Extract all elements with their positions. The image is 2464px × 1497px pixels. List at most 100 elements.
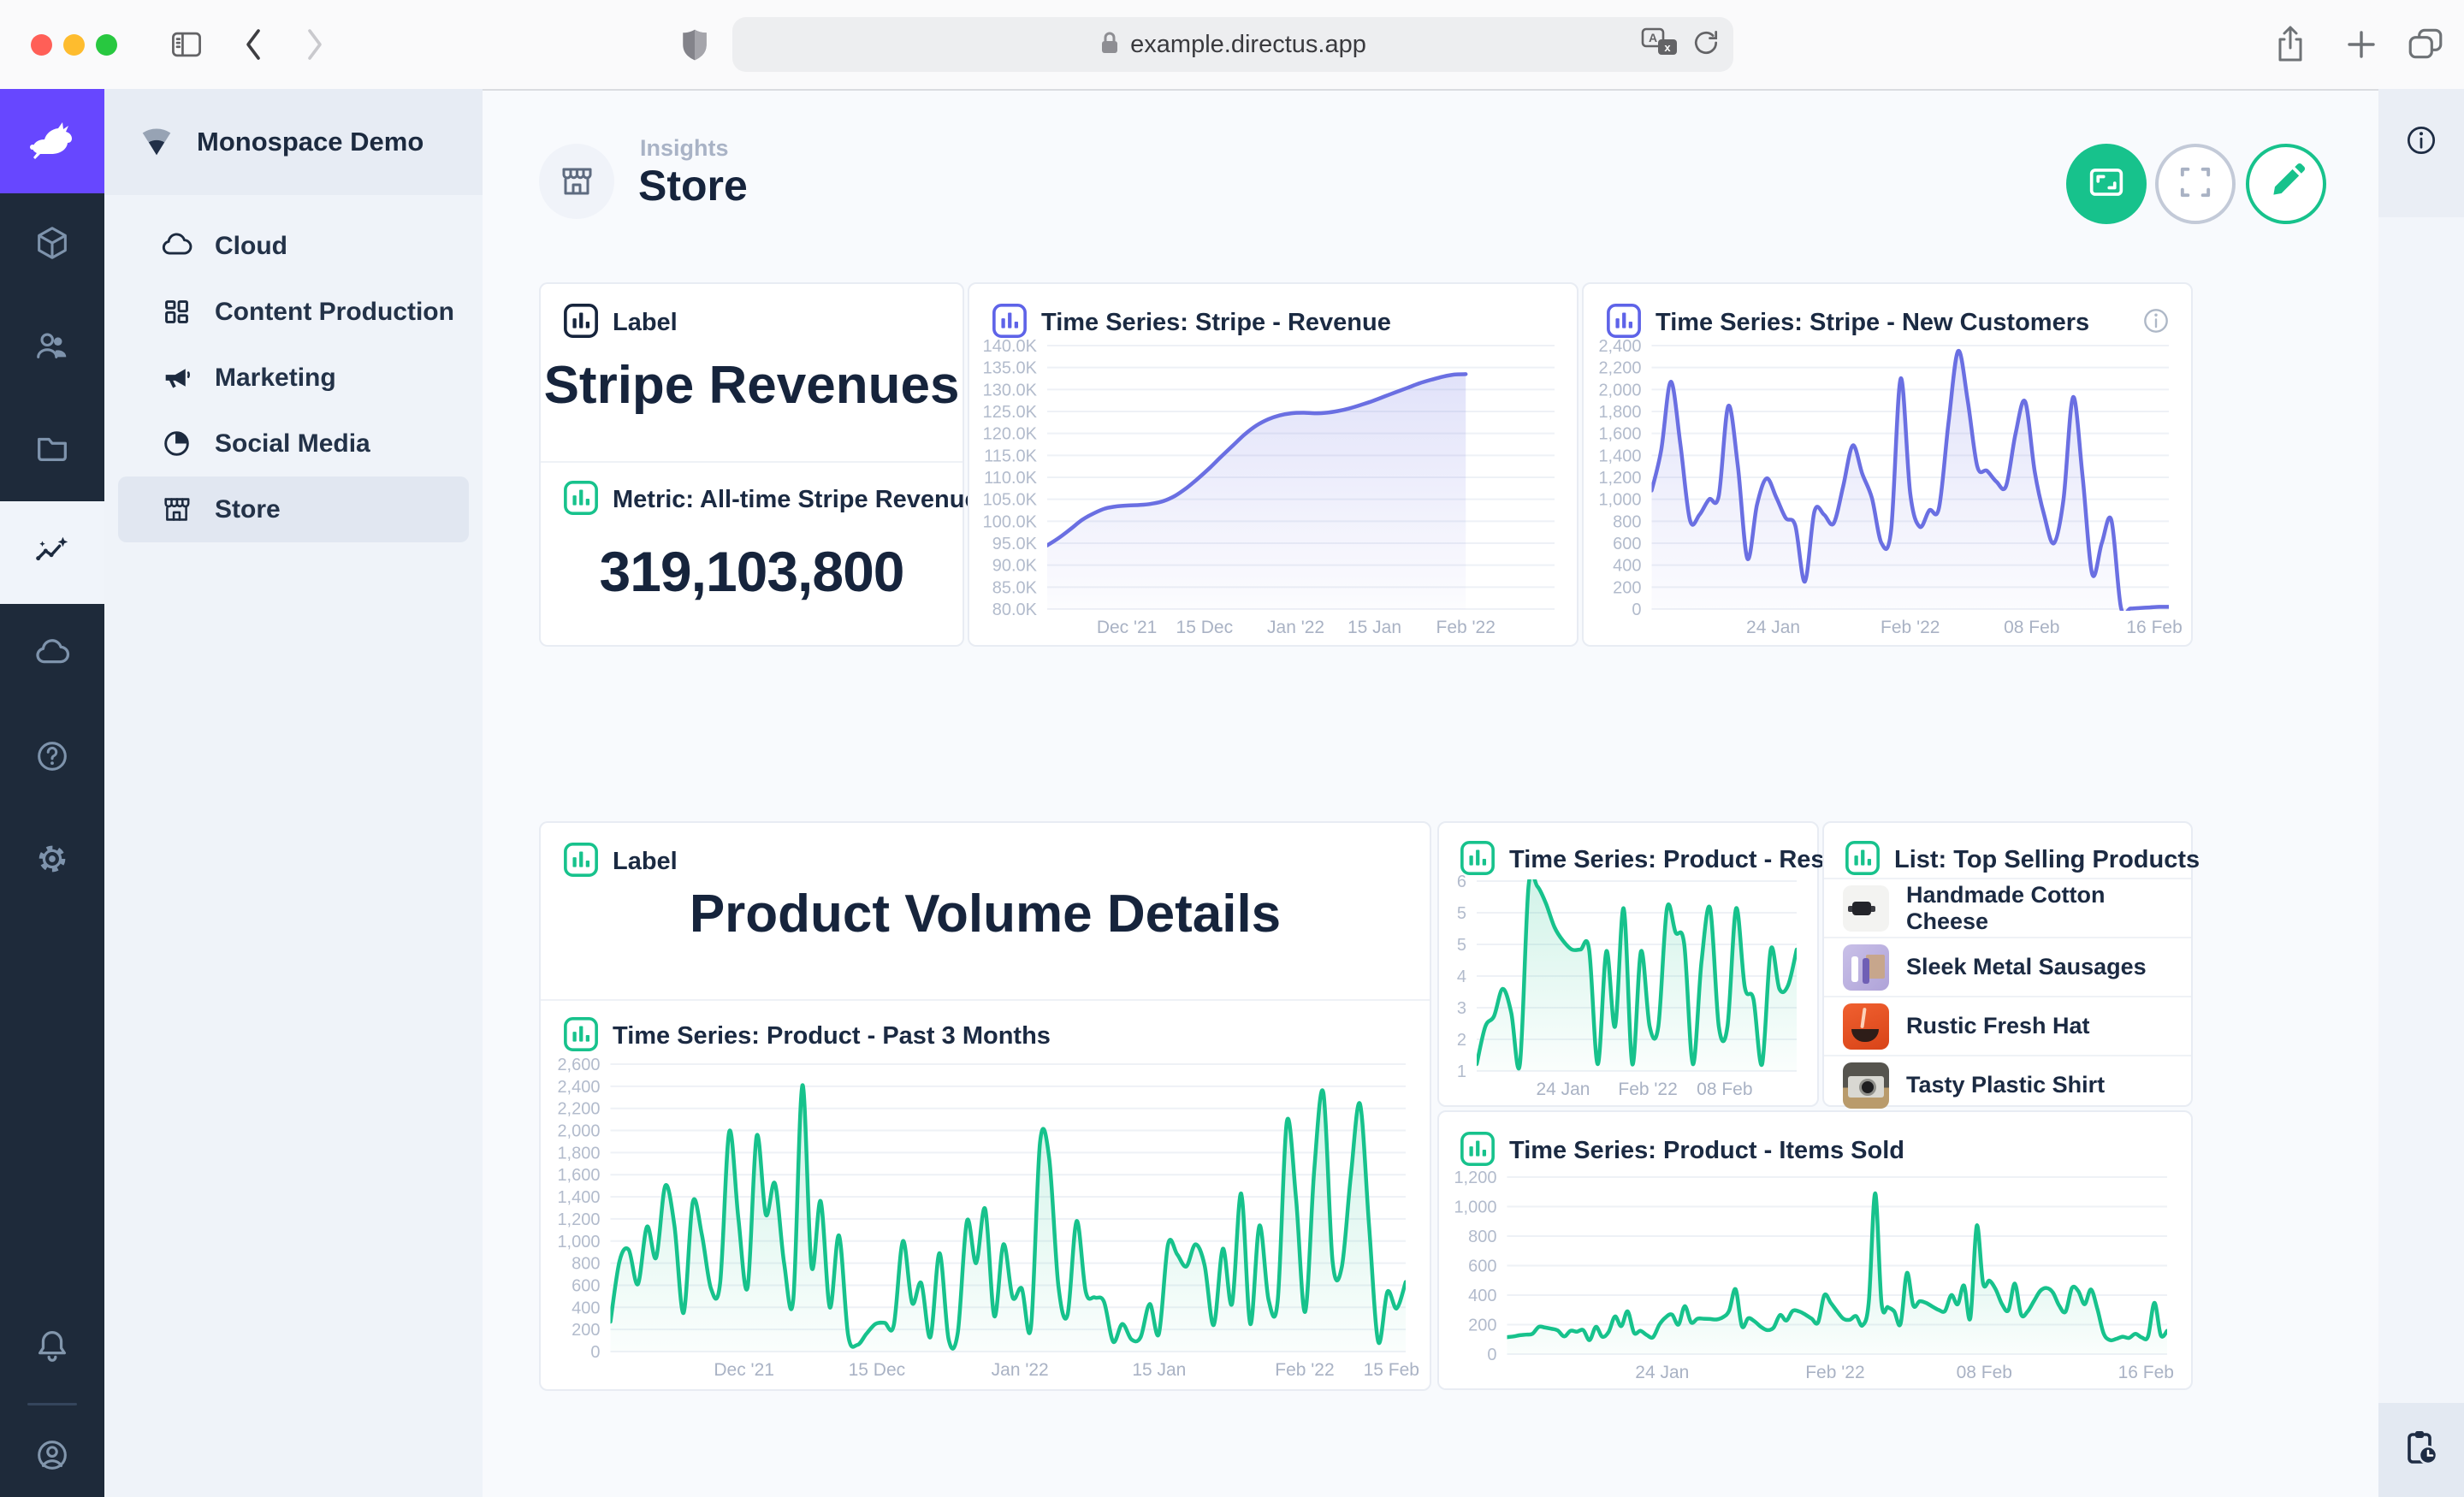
panel-product-volume[interactable]: Label Product Volume Details Time Series… xyxy=(539,821,1431,1391)
sidebar-item-label: Marketing xyxy=(215,364,336,393)
svg-text:24 Jan: 24 Jan xyxy=(1746,618,1800,637)
svg-text:2,200: 2,200 xyxy=(557,1100,600,1119)
info-icon[interactable] xyxy=(2140,305,2172,341)
svg-text:Dec '21: Dec '21 xyxy=(1097,618,1158,637)
minimize-window-button[interactable] xyxy=(63,34,85,56)
panel-stripe-revenue-chart[interactable]: Time Series: Stripe - Revenue 140.0K135.… xyxy=(968,282,1578,647)
module-cube[interactable] xyxy=(0,193,104,296)
list-item[interactable]: Sleek Metal Sausages xyxy=(1824,937,2191,996)
svg-text:0: 0 xyxy=(1632,601,1641,619)
new-customers-chart: 2,4002,2002,0001,8001,6001,4001,2001,000… xyxy=(1589,337,2183,640)
svg-text:6: 6 xyxy=(1457,873,1466,891)
svg-text:1,200: 1,200 xyxy=(1598,469,1641,488)
list-item[interactable]: Rustic Fresh Hat xyxy=(1824,996,2191,1055)
svg-text:1,600: 1,600 xyxy=(1598,425,1641,444)
present-button[interactable] xyxy=(2066,144,2147,224)
product-name: Handmade Cotton Cheese xyxy=(1906,882,2191,935)
svg-text:600: 600 xyxy=(1468,1257,1496,1276)
pencil-icon xyxy=(2264,160,2308,209)
module-folder[interactable] xyxy=(0,399,104,501)
url-text: example.directus.app xyxy=(1130,31,1366,59)
user-avatar-icon[interactable] xyxy=(0,1435,104,1475)
bar-chart-icon xyxy=(1460,1131,1496,1171)
cloud-icon xyxy=(159,228,194,263)
svg-text:80.0K: 80.0K xyxy=(992,601,1038,619)
svg-text:3: 3 xyxy=(1457,999,1466,1018)
svg-text:140.0K: 140.0K xyxy=(983,337,1038,356)
panel-label-stripe-revenues[interactable]: Label Stripe Revenues Metric: All-time S… xyxy=(539,282,964,647)
svg-text:1,000: 1,000 xyxy=(1454,1198,1496,1217)
svg-text:90.0K: 90.0K xyxy=(992,557,1038,576)
directus-logo[interactable] xyxy=(0,89,104,193)
panel-items-sold-chart[interactable]: Time Series: Product - Items Sold 1,2001… xyxy=(1437,1110,2193,1390)
browser-toolbar: example.directus.app Ax xyxy=(0,0,2464,91)
panel-top-selling-products[interactable]: List: Top Selling Products Handmade Cott… xyxy=(1822,821,2193,1107)
sidebar-item-marketing[interactable]: Marketing xyxy=(118,345,469,411)
svg-text:15 Jan: 15 Jan xyxy=(1132,1360,1186,1380)
reload-icon[interactable] xyxy=(1691,27,1721,62)
svg-text:16 Feb: 16 Feb xyxy=(2126,618,2182,637)
tabs-icon[interactable] xyxy=(2406,26,2445,62)
module-cloud[interactable] xyxy=(0,604,104,707)
forward-icon[interactable] xyxy=(305,27,325,62)
address-bar[interactable]: example.directus.app Ax xyxy=(732,17,1733,72)
svg-text:4: 4 xyxy=(1457,967,1466,986)
svg-text:120.0K: 120.0K xyxy=(983,425,1038,444)
sidebar-item-content-production[interactable]: Content Production xyxy=(118,279,469,345)
lock-icon xyxy=(1099,30,1120,60)
new-tab-icon[interactable] xyxy=(2344,27,2378,62)
close-window-button[interactable] xyxy=(31,34,52,56)
svg-text:1,000: 1,000 xyxy=(1598,491,1641,510)
module-help[interactable] xyxy=(0,707,104,809)
info-sidebar-toggle[interactable] xyxy=(2378,89,2464,217)
fullscreen-button[interactable] xyxy=(2155,144,2236,224)
panel-new-customers-chart[interactable]: Time Series: Stripe - New Customers 2,40… xyxy=(1582,282,2193,647)
past-3-months-chart: 2,6002,4002,2002,0001,8001,6001,4001,200… xyxy=(548,1056,1419,1382)
svg-text:1: 1 xyxy=(1457,1062,1466,1081)
svg-text:125.0K: 125.0K xyxy=(983,403,1038,422)
product-thumbnail-watch xyxy=(1843,885,1889,932)
bell-icon[interactable] xyxy=(0,1326,104,1365)
back-icon[interactable] xyxy=(243,27,264,62)
product-name: Sleek Metal Sausages xyxy=(1906,954,2147,980)
breadcrumb[interactable]: Insights xyxy=(640,135,729,162)
shield-icon[interactable] xyxy=(676,26,714,63)
module-users[interactable] xyxy=(0,296,104,399)
svg-text:Feb '22: Feb '22 xyxy=(1275,1360,1334,1380)
divider xyxy=(541,461,962,463)
help-icon xyxy=(33,737,72,780)
sidebar-item-social-media[interactable]: Social Media xyxy=(118,411,469,476)
sidebar-item-store[interactable]: Store xyxy=(118,476,469,542)
project-header[interactable]: Monospace Demo xyxy=(104,89,483,195)
module-insights-active[interactable] xyxy=(0,501,104,604)
panel-restocks-chart[interactable]: Time Series: Product - Restocks 65543212… xyxy=(1437,821,1819,1107)
translate-icon[interactable]: Ax xyxy=(1641,26,1679,64)
svg-text:08 Feb: 08 Feb xyxy=(1957,1363,2012,1382)
sidebar-item-label: Store xyxy=(215,495,281,524)
svg-text:105.0K: 105.0K xyxy=(983,491,1038,510)
list-item[interactable]: Handmade Cotton Cheese xyxy=(1824,878,2191,937)
activity-log-button[interactable] xyxy=(2378,1403,2464,1497)
app-window: example.directus.app Ax xyxy=(0,0,2464,1497)
svg-text:2: 2 xyxy=(1457,1031,1466,1050)
product-thumbnail-camera xyxy=(1843,1062,1889,1109)
svg-text:1,200: 1,200 xyxy=(557,1210,600,1229)
bar-chart-icon xyxy=(563,1016,599,1056)
svg-text:2,000: 2,000 xyxy=(557,1122,600,1141)
list-item[interactable]: Tasty Plastic Shirt xyxy=(1824,1055,2191,1114)
share-icon[interactable] xyxy=(2272,24,2308,65)
svg-text:1,000: 1,000 xyxy=(557,1233,600,1251)
sidebar-toggle-icon[interactable] xyxy=(168,26,205,63)
items-sold-chart: 1,2001,000800600400200024 JanFeb '2208 F… xyxy=(1444,1169,2181,1385)
svg-text:1,800: 1,800 xyxy=(557,1144,600,1163)
svg-text:600: 600 xyxy=(1613,535,1641,553)
svg-text:115.0K: 115.0K xyxy=(984,447,1038,465)
svg-text:1,200: 1,200 xyxy=(1454,1169,1496,1187)
zoom-window-button[interactable] xyxy=(96,34,117,56)
label-text: Product Volume Details xyxy=(541,885,1430,944)
svg-text:15 Dec: 15 Dec xyxy=(1176,618,1234,637)
edit-button[interactable] xyxy=(2246,144,2326,224)
sidebar-item-cloud[interactable]: Cloud xyxy=(118,213,469,279)
module-gear[interactable] xyxy=(0,809,104,912)
product-name: Tasty Plastic Shirt xyxy=(1906,1072,2105,1098)
